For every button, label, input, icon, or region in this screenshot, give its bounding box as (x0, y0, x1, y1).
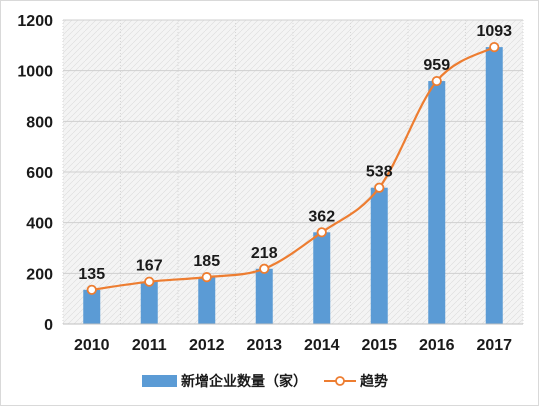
y-tick-label: 800 (26, 114, 53, 131)
trend-marker-2012 (201, 272, 212, 283)
trend-line (91, 46, 495, 291)
legend: 新增企业数量（家） 趋势 (142, 373, 388, 390)
x-tick-label: 2013 (246, 337, 282, 354)
data-labels: 135 167 185 218 362 538 959 1093 (78, 23, 512, 283)
trend-marker-2016 (431, 75, 442, 87)
bar-2010 (83, 289, 101, 324)
y-axis-tick-labels: 0 200 400 600 800 1000 1200 (17, 13, 53, 334)
y-tick-label: 1200 (17, 13, 53, 30)
y-tick-label: 0 (44, 317, 53, 334)
data-label-2010: 135 (78, 266, 105, 283)
data-label-2012: 185 (193, 253, 220, 270)
x-tick-label: 2015 (361, 337, 397, 354)
legend-line-marker (335, 376, 345, 386)
trend-marker-2017 (489, 42, 500, 53)
bar-2011 (140, 281, 158, 324)
bar-2017 (485, 47, 503, 325)
trend-marker-2011 (144, 276, 155, 287)
trend-marker-2010 (86, 284, 97, 295)
bar-series (83, 47, 503, 325)
x-tick-label: 2011 (132, 337, 167, 354)
data-label-2014: 362 (308, 208, 335, 225)
y-tick-label: 400 (26, 216, 53, 233)
x-tick-label: 2016 (419, 337, 455, 354)
trend-marker-2015 (374, 182, 385, 193)
x-tick-label: 2014 (304, 337, 340, 354)
data-label-2015: 538 (366, 164, 393, 181)
legend-line-label: 趋势 (360, 373, 388, 390)
x-tick-label: 2010 (74, 337, 110, 354)
bar-2015 (370, 187, 388, 324)
y-tick-label: 600 (26, 165, 53, 182)
bar-2012 (198, 277, 216, 324)
y-tick-label: 200 (26, 266, 53, 283)
trend-marker-2013 (259, 263, 270, 274)
legend-bar-swatch (142, 375, 177, 387)
y-tick-label: 1000 (17, 64, 53, 81)
data-label-2011: 167 (136, 258, 163, 275)
trend-marker-2014 (316, 227, 327, 238)
data-label-2017: 1093 (476, 23, 512, 40)
bar-2014 (313, 232, 331, 324)
bar-2016 (428, 81, 446, 324)
x-tick-label: 2017 (476, 337, 512, 354)
x-axis-tick-labels: 2010 2011 2012 2013 2014 2015 2016 2017 (74, 337, 512, 354)
bar-2013 (255, 268, 273, 324)
data-label-2013: 218 (251, 245, 278, 262)
x-tick-label: 2012 (189, 337, 225, 354)
trend-markers (86, 42, 500, 295)
data-label-2016: 959 (423, 57, 450, 74)
legend-bar-label: 新增企业数量（家） (181, 373, 307, 390)
